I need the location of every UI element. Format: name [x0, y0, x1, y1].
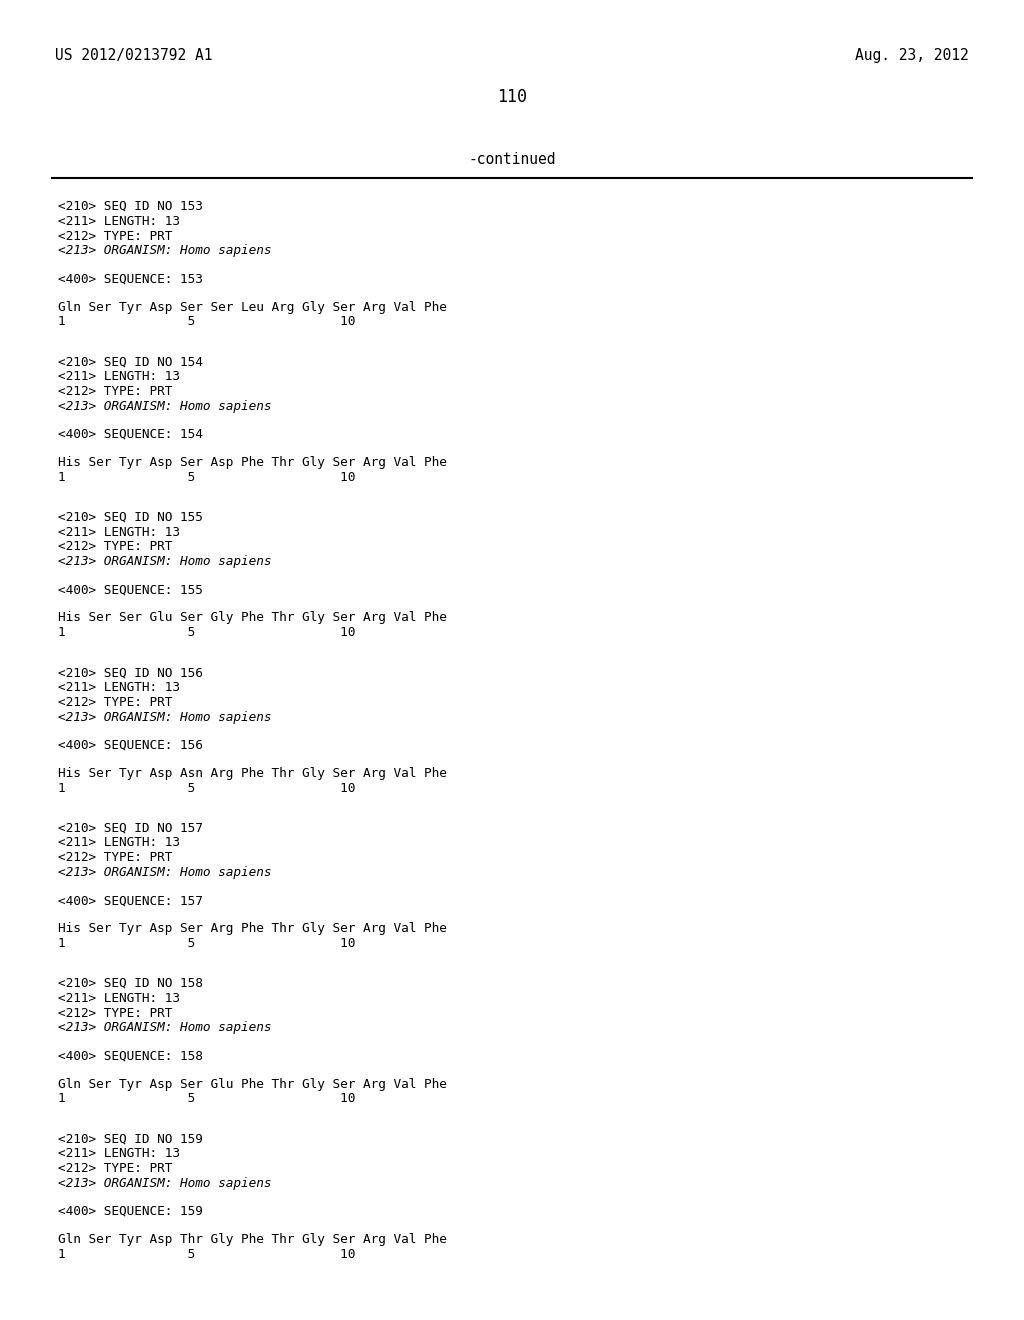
Text: <400> SEQUENCE: 155: <400> SEQUENCE: 155 — [58, 583, 203, 597]
Text: -continued: -continued — [468, 152, 556, 168]
Text: US 2012/0213792 A1: US 2012/0213792 A1 — [55, 48, 213, 63]
Text: <400> SEQUENCE: 159: <400> SEQUENCE: 159 — [58, 1205, 203, 1218]
Text: <400> SEQUENCE: 158: <400> SEQUENCE: 158 — [58, 1049, 203, 1063]
Text: His Ser Tyr Asp Ser Asp Phe Thr Gly Ser Arg Val Phe: His Ser Tyr Asp Ser Asp Phe Thr Gly Ser … — [58, 455, 446, 469]
Text: <210> SEQ ID NO 156: <210> SEQ ID NO 156 — [58, 667, 203, 680]
Text: <210> SEQ ID NO 157: <210> SEQ ID NO 157 — [58, 821, 203, 834]
Text: 1                5                   10: 1 5 10 — [58, 937, 355, 950]
Text: <211> LENGTH: 13: <211> LENGTH: 13 — [58, 991, 180, 1005]
Text: <212> TYPE: PRT: <212> TYPE: PRT — [58, 230, 172, 243]
Text: Gln Ser Tyr Asp Ser Glu Phe Thr Gly Ser Arg Val Phe: Gln Ser Tyr Asp Ser Glu Phe Thr Gly Ser … — [58, 1077, 446, 1090]
Text: 1                5                   10: 1 5 10 — [58, 1093, 355, 1105]
Text: <210> SEQ ID NO 153: <210> SEQ ID NO 153 — [58, 201, 203, 213]
Text: <211> LENGTH: 13: <211> LENGTH: 13 — [58, 525, 180, 539]
Text: 110: 110 — [497, 88, 527, 106]
Text: <213> ORGANISM: Homo sapiens: <213> ORGANISM: Homo sapiens — [58, 400, 271, 413]
Text: <210> SEQ ID NO 154: <210> SEQ ID NO 154 — [58, 355, 203, 368]
Text: <211> LENGTH: 13: <211> LENGTH: 13 — [58, 215, 180, 228]
Text: <212> TYPE: PRT: <212> TYPE: PRT — [58, 1162, 172, 1175]
Text: 1                5                   10: 1 5 10 — [58, 315, 355, 329]
Text: <400> SEQUENCE: 154: <400> SEQUENCE: 154 — [58, 428, 203, 441]
Text: <212> TYPE: PRT: <212> TYPE: PRT — [58, 385, 172, 399]
Text: <211> LENGTH: 13: <211> LENGTH: 13 — [58, 837, 180, 849]
Text: <213> ORGANISM: Homo sapiens: <213> ORGANISM: Homo sapiens — [58, 1022, 271, 1035]
Text: <400> SEQUENCE: 156: <400> SEQUENCE: 156 — [58, 739, 203, 751]
Text: 1                5                   10: 1 5 10 — [58, 781, 355, 795]
Text: <400> SEQUENCE: 157: <400> SEQUENCE: 157 — [58, 894, 203, 907]
Text: <212> TYPE: PRT: <212> TYPE: PRT — [58, 1007, 172, 1019]
Text: <213> ORGANISM: Homo sapiens: <213> ORGANISM: Homo sapiens — [58, 556, 271, 568]
Text: <210> SEQ ID NO 158: <210> SEQ ID NO 158 — [58, 977, 203, 990]
Text: <213> ORGANISM: Homo sapiens: <213> ORGANISM: Homo sapiens — [58, 710, 271, 723]
Text: <211> LENGTH: 13: <211> LENGTH: 13 — [58, 370, 180, 383]
Text: Gln Ser Tyr Asp Ser Ser Leu Arg Gly Ser Arg Val Phe: Gln Ser Tyr Asp Ser Ser Leu Arg Gly Ser … — [58, 301, 446, 314]
Text: His Ser Tyr Asp Asn Arg Phe Thr Gly Ser Arg Val Phe: His Ser Tyr Asp Asn Arg Phe Thr Gly Ser … — [58, 767, 446, 780]
Text: <212> TYPE: PRT: <212> TYPE: PRT — [58, 851, 172, 865]
Text: <400> SEQUENCE: 153: <400> SEQUENCE: 153 — [58, 272, 203, 285]
Text: 1                5                   10: 1 5 10 — [58, 626, 355, 639]
Text: His Ser Ser Glu Ser Gly Phe Thr Gly Ser Arg Val Phe: His Ser Ser Glu Ser Gly Phe Thr Gly Ser … — [58, 611, 446, 624]
Text: His Ser Tyr Asp Ser Arg Phe Thr Gly Ser Arg Val Phe: His Ser Tyr Asp Ser Arg Phe Thr Gly Ser … — [58, 923, 446, 936]
Text: <210> SEQ ID NO 159: <210> SEQ ID NO 159 — [58, 1133, 203, 1146]
Text: Aug. 23, 2012: Aug. 23, 2012 — [855, 48, 969, 63]
Text: <211> LENGTH: 13: <211> LENGTH: 13 — [58, 681, 180, 694]
Text: Gln Ser Tyr Asp Thr Gly Phe Thr Gly Ser Arg Val Phe: Gln Ser Tyr Asp Thr Gly Phe Thr Gly Ser … — [58, 1233, 446, 1246]
Text: 1                5                   10: 1 5 10 — [58, 471, 355, 484]
Text: <213> ORGANISM: Homo sapiens: <213> ORGANISM: Homo sapiens — [58, 866, 271, 879]
Text: <213> ORGANISM: Homo sapiens: <213> ORGANISM: Homo sapiens — [58, 1177, 271, 1189]
Text: <211> LENGTH: 13: <211> LENGTH: 13 — [58, 1147, 180, 1160]
Text: <212> TYPE: PRT: <212> TYPE: PRT — [58, 696, 172, 709]
Text: <213> ORGANISM: Homo sapiens: <213> ORGANISM: Homo sapiens — [58, 244, 271, 257]
Text: <210> SEQ ID NO 155: <210> SEQ ID NO 155 — [58, 511, 203, 524]
Text: <212> TYPE: PRT: <212> TYPE: PRT — [58, 540, 172, 553]
Text: 1                5                   10: 1 5 10 — [58, 1247, 355, 1261]
